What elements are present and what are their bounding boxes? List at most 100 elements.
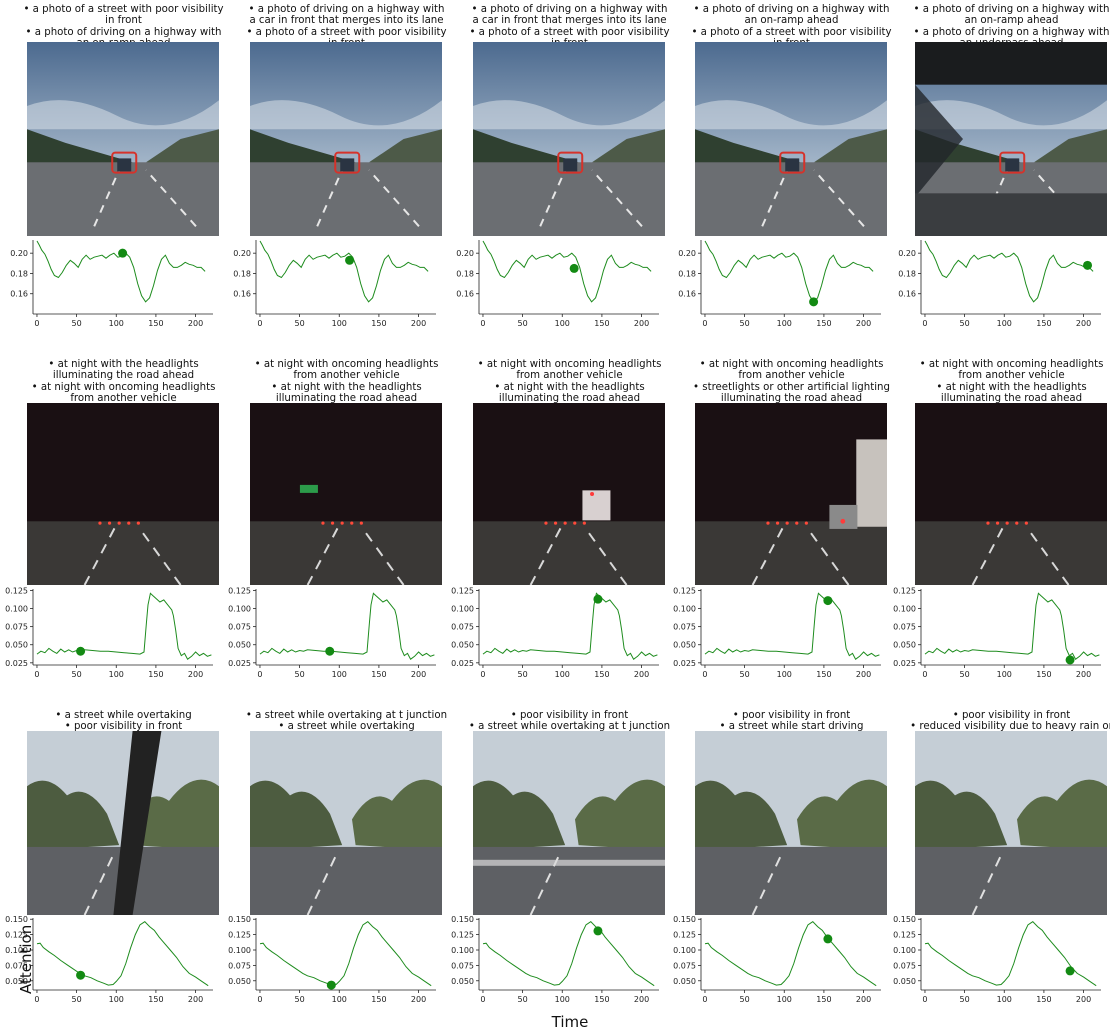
y-tick-label: 0.150	[5, 915, 28, 924]
x-tick-label: 100	[777, 995, 792, 1004]
y-tick-label: 0.20	[10, 249, 28, 258]
video-frame	[250, 403, 442, 585]
x-tick-label: 50	[72, 319, 82, 328]
panel-caption: • at night with the headlights illuminat…	[21, 359, 226, 405]
x-tick-label: 200	[411, 995, 426, 1004]
x-tick-label: 50	[960, 670, 970, 679]
attention-plot: 0 50 100 150 200 0.050 0.075 0.100 0.125 0.150	[893, 914, 1110, 1006]
x-tick-label: 0	[702, 995, 707, 1004]
y-tick-label: 0.100	[451, 605, 474, 614]
caption-line: • at night with oncoming headlights from…	[477, 359, 662, 382]
y-tick-label: 0.075	[451, 623, 474, 632]
y-tick-label: 0.075	[893, 961, 916, 970]
x-tick-label: 0	[257, 995, 262, 1004]
attention-series-line	[259, 592, 435, 660]
video-frame	[915, 42, 1107, 236]
caption-line: • a photo of driving on a highway with a…	[913, 4, 1110, 27]
current-time-marker	[1083, 260, 1093, 270]
caption-line: • at night with oncoming headlights from…	[699, 359, 884, 382]
panel-caption: • a street while overtaking at t junctio…	[244, 710, 449, 733]
y-tick-label: 0.125	[451, 586, 474, 595]
caption-line: • at night with the headlights illuminat…	[48, 359, 199, 382]
video-frame	[27, 731, 219, 915]
x-tick-label: 150	[371, 995, 386, 1004]
attention-series-line	[924, 592, 1100, 660]
axes: 0 50 100 150 200 0.16 0.18 0.20	[456, 240, 659, 328]
current-time-marker	[809, 297, 819, 307]
y-tick-label: 0.025	[451, 659, 474, 668]
caption-line: • a street while overtaking at t junctio…	[468, 721, 671, 733]
caption-line: • a street while overtaking	[55, 710, 192, 721]
y-tick-label: 0.050	[5, 977, 28, 986]
x-tick-label: 100	[332, 670, 347, 679]
y-tick-label: 0.075	[228, 623, 251, 632]
x-tick-label: 100	[332, 319, 347, 328]
caption-line: • at night with the headlights illuminat…	[494, 381, 645, 405]
y-tick-label: 0.025	[893, 659, 916, 668]
y-tick-label: 0.125	[228, 586, 251, 595]
attention-plot: 0 50 100 150 200 0.050 0.075 0.100 0.125 0.150	[228, 914, 446, 1006]
y-tick-label: 0.100	[228, 946, 251, 955]
video-frame	[27, 42, 219, 236]
x-tick-label: 50	[518, 319, 528, 328]
y-tick-label: 0.18	[10, 269, 28, 278]
y-tick-label: 0.025	[5, 659, 28, 668]
current-time-marker	[823, 596, 833, 606]
y-tick-label: 0.16	[678, 290, 696, 299]
x-tick-label: 100	[997, 995, 1012, 1004]
axes: 0 50 100 150 200 0.16 0.18 0.20	[10, 240, 213, 328]
axes: 0 50 100 150 200 0.16 0.18 0.20	[678, 240, 881, 328]
y-tick-label: 0.20	[233, 249, 251, 258]
y-tick-label: 0.16	[10, 290, 28, 299]
video-frame	[27, 403, 219, 585]
attention-plot: 0 50 100 150 200 0.025 0.050 0.075 0.100 0.125	[673, 585, 891, 681]
video-frame	[250, 731, 442, 915]
y-tick-label: 0.050	[228, 641, 251, 650]
axes: 0 50 100 150 200 0.050 0.075 0.100 0.125 0.150	[228, 915, 436, 1004]
x-tick-label: 200	[411, 319, 426, 328]
x-tick-label: 50	[960, 995, 970, 1004]
attention-series-line	[704, 921, 877, 987]
x-tick-label: 50	[740, 670, 750, 679]
caption-line: • a street while overtaking at t junctio…	[245, 710, 448, 721]
caption-line: • a photo of driving on a highway with a…	[248, 4, 445, 27]
y-tick-label: 0.050	[451, 641, 474, 650]
y-tick-label: 0.025	[673, 659, 696, 668]
x-tick-label: 0	[257, 670, 262, 679]
attention-plot: 0 50 100 150 200 0.025 0.050 0.075 0.100 0.125	[893, 585, 1110, 681]
y-tick-label: 0.050	[893, 977, 916, 986]
attention-series-line	[36, 592, 212, 660]
x-tick-label: 0	[480, 319, 485, 328]
x-tick-label: 50	[295, 319, 305, 328]
y-axis-title: Attention	[17, 924, 35, 994]
video-frame	[473, 731, 665, 915]
x-tick-label: 150	[148, 995, 163, 1004]
attention-series-line	[482, 592, 658, 660]
x-tick-label: 200	[411, 670, 426, 679]
x-tick-label: 200	[634, 670, 649, 679]
y-tick-label: 0.050	[451, 977, 474, 986]
y-tick-label: 0.075	[451, 961, 474, 970]
x-tick-label: 100	[109, 670, 124, 679]
x-tick-label: 200	[856, 995, 871, 1004]
attention-plot: 0 50 100 150 200 0.050 0.075 0.100 0.125 0.150	[5, 914, 223, 1006]
panel-caption: • poor visibility in front • a street whi…	[689, 710, 894, 733]
y-tick-label: 0.100	[893, 605, 916, 614]
y-tick-label: 0.050	[673, 977, 696, 986]
y-tick-label: 0.125	[451, 931, 474, 940]
attention-plot: 0 50 100 150 200 0.025 0.050 0.075 0.100 0.125	[5, 585, 223, 681]
y-tick-label: 0.20	[456, 249, 474, 258]
x-tick-label: 0	[480, 670, 485, 679]
x-tick-label: 200	[856, 670, 871, 679]
panel-caption: • at night with oncoming headlights from…	[467, 359, 672, 405]
y-tick-label: 0.075	[673, 961, 696, 970]
attention-plot: 0 50 100 150 200 0.025 0.050 0.075 0.100 0.125	[451, 585, 669, 681]
x-axis-title: Time	[551, 1013, 589, 1031]
current-time-marker	[325, 646, 335, 656]
x-tick-label: 0	[922, 319, 927, 328]
x-tick-label: 150	[148, 319, 163, 328]
x-tick-label: 100	[997, 670, 1012, 679]
x-tick-label: 0	[922, 995, 927, 1004]
axes: 0 50 100 150 200 0.025 0.050 0.075 0.100 0.125	[228, 586, 436, 679]
attention-series-line	[259, 921, 432, 987]
